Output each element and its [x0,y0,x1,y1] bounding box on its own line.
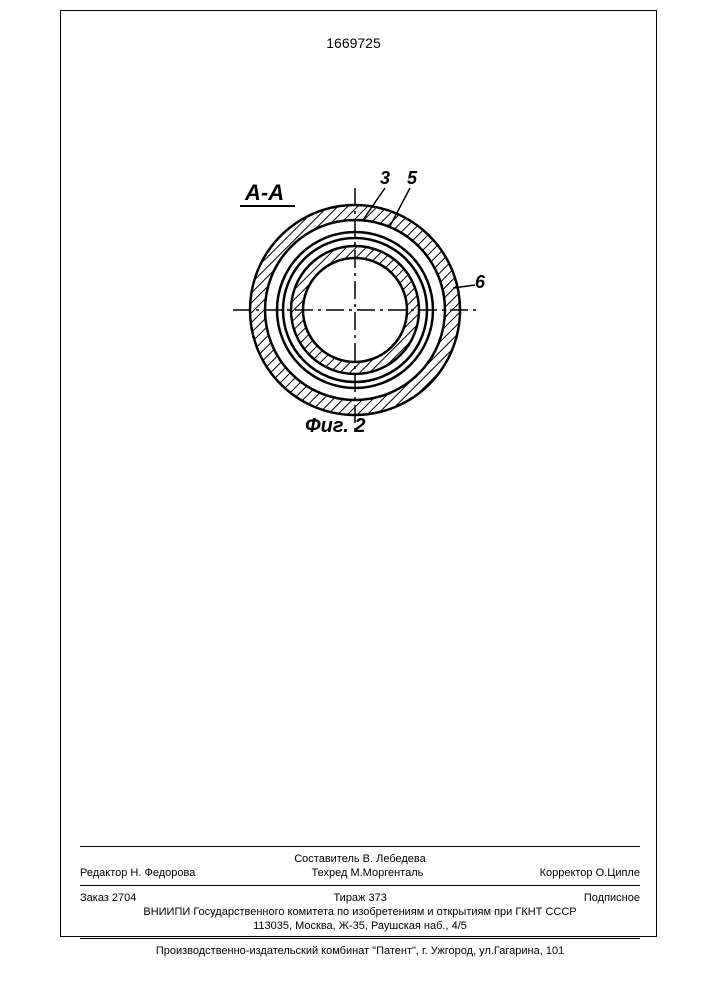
footer-rule-3 [80,938,640,939]
footer-order-row: Заказ 2704 Тираж 373 Подписное [80,892,640,904]
page-border [60,10,657,937]
footer-org1: ВНИИПИ Государственного комитета по изоб… [80,906,640,918]
footer-block: Составитель В. Лебедева Редактор Н. Федо… [80,840,640,959]
footer-circulation: Тираж 373 [333,892,386,904]
footer-editor: Редактор Н. Федорова [80,867,195,879]
callout-3: 3 [380,168,390,189]
document-number: 1669725 [326,35,381,51]
footer-corrector: Корректор О.Ципле [540,867,640,879]
footer-credits-row: Редактор Н. Федорова Техред М.Моргенталь… [80,867,640,879]
callout-6: 6 [475,272,485,293]
footer-compiler: Составитель В. Лебедева [80,853,640,865]
footer-org1-addr: 113035, Москва, Ж-35, Раушская наб., 4/5 [80,920,640,932]
footer-subscription: Подписное [584,892,640,904]
footer-org2: Производственно-издательский комбинат "П… [80,945,640,957]
footer-techred: Техред М.Моргенталь [312,867,424,879]
footer-order: Заказ 2704 [80,892,136,904]
callout-5: 5 [407,168,417,189]
footer-rule-1 [80,846,640,847]
cross-section-svg [225,180,485,440]
figure-cross-section: 3 5 6 [225,180,485,440]
footer-rule-2 [80,885,640,886]
figure-caption: Фиг. 2 [305,415,365,438]
